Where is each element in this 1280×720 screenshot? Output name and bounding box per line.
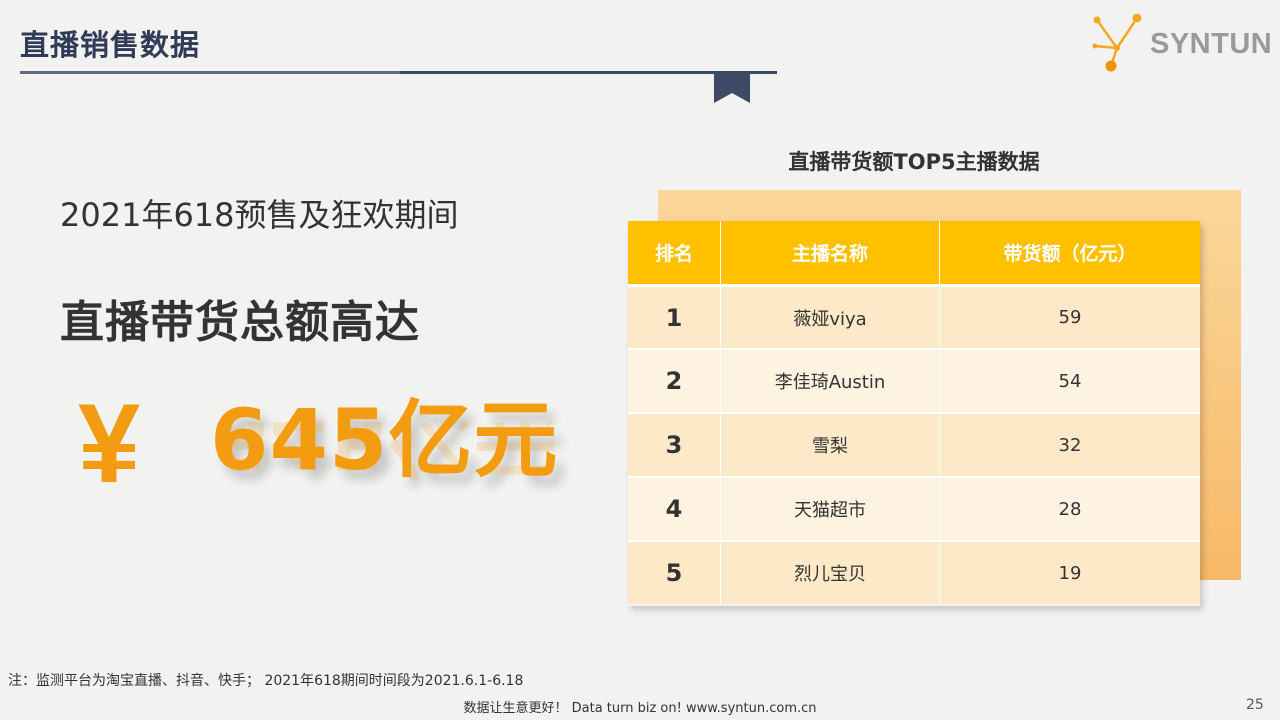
- page-title: 直播销售数据: [20, 28, 201, 62]
- title-underline-accent: [20, 71, 400, 74]
- cell-rank: 3: [628, 414, 721, 476]
- syntun-logo-icon: [1092, 14, 1142, 72]
- cell-rank: 2: [628, 350, 721, 412]
- headline: 直播带货总额高达: [60, 297, 420, 348]
- cell-value: 54: [1058, 370, 1082, 392]
- table-header-row: 排名 主播名称 带货额（亿元）: [628, 221, 1200, 284]
- currency-symbol: ¥: [78, 381, 141, 506]
- total-amount-reflection: 645亿元: [210, 422, 559, 480]
- cell-name: 李佳琦Austin: [721, 350, 940, 412]
- bookmark-icon: [714, 73, 750, 103]
- cell-value: 59: [1058, 307, 1082, 328]
- table-row: 4 天猫超市 28: [628, 476, 1200, 540]
- cell-name: 烈儿宝贝: [721, 542, 940, 604]
- table-title: 直播带货额TOP5主播数据: [788, 150, 1040, 174]
- cell-name: 薇娅viya: [721, 287, 940, 348]
- column-header-value: 带货额（亿元）: [1003, 243, 1137, 265]
- cell-name: 雪梨: [721, 414, 940, 476]
- cell-value: 28: [1058, 498, 1082, 520]
- column-header-rank: 排名: [628, 221, 721, 284]
- table-row: 5 烈儿宝贝 19: [628, 540, 1200, 604]
- table-row: 2 李佳琦Austin 54: [628, 348, 1200, 412]
- period-label: 2021年618预售及狂欢期间: [60, 196, 459, 234]
- cell-rank: 1: [628, 287, 721, 348]
- column-header-name: 主播名称: [721, 221, 940, 284]
- table-row: 3 雪梨 32: [628, 412, 1200, 476]
- table-row: 1 薇娅viya 59: [628, 284, 1200, 348]
- total-amount-block: 645亿元 645亿元: [210, 398, 558, 482]
- brand-name: SYNTUN: [1150, 28, 1273, 60]
- footnote: 注：监测平台为淘宝直播、抖音、快手； 2021年618期间时间段为2021.6.…: [8, 673, 524, 689]
- cell-name: 天猫超市: [721, 478, 940, 540]
- page-number: 25: [1246, 697, 1264, 713]
- cell-value: 32: [1058, 434, 1082, 456]
- total-amount: 645亿元: [210, 391, 559, 489]
- footer-tagline: 数据让生意更好！ Data turn biz on! www.syntun.co…: [463, 701, 817, 716]
- cell-rank: 4: [628, 478, 721, 540]
- cell-rank: 5: [628, 542, 721, 604]
- top5-table: 排名 主播名称 带货额（亿元） 1 薇娅viya 59 2 李佳琦Austin …: [628, 221, 1200, 606]
- cell-value: 19: [1058, 562, 1082, 584]
